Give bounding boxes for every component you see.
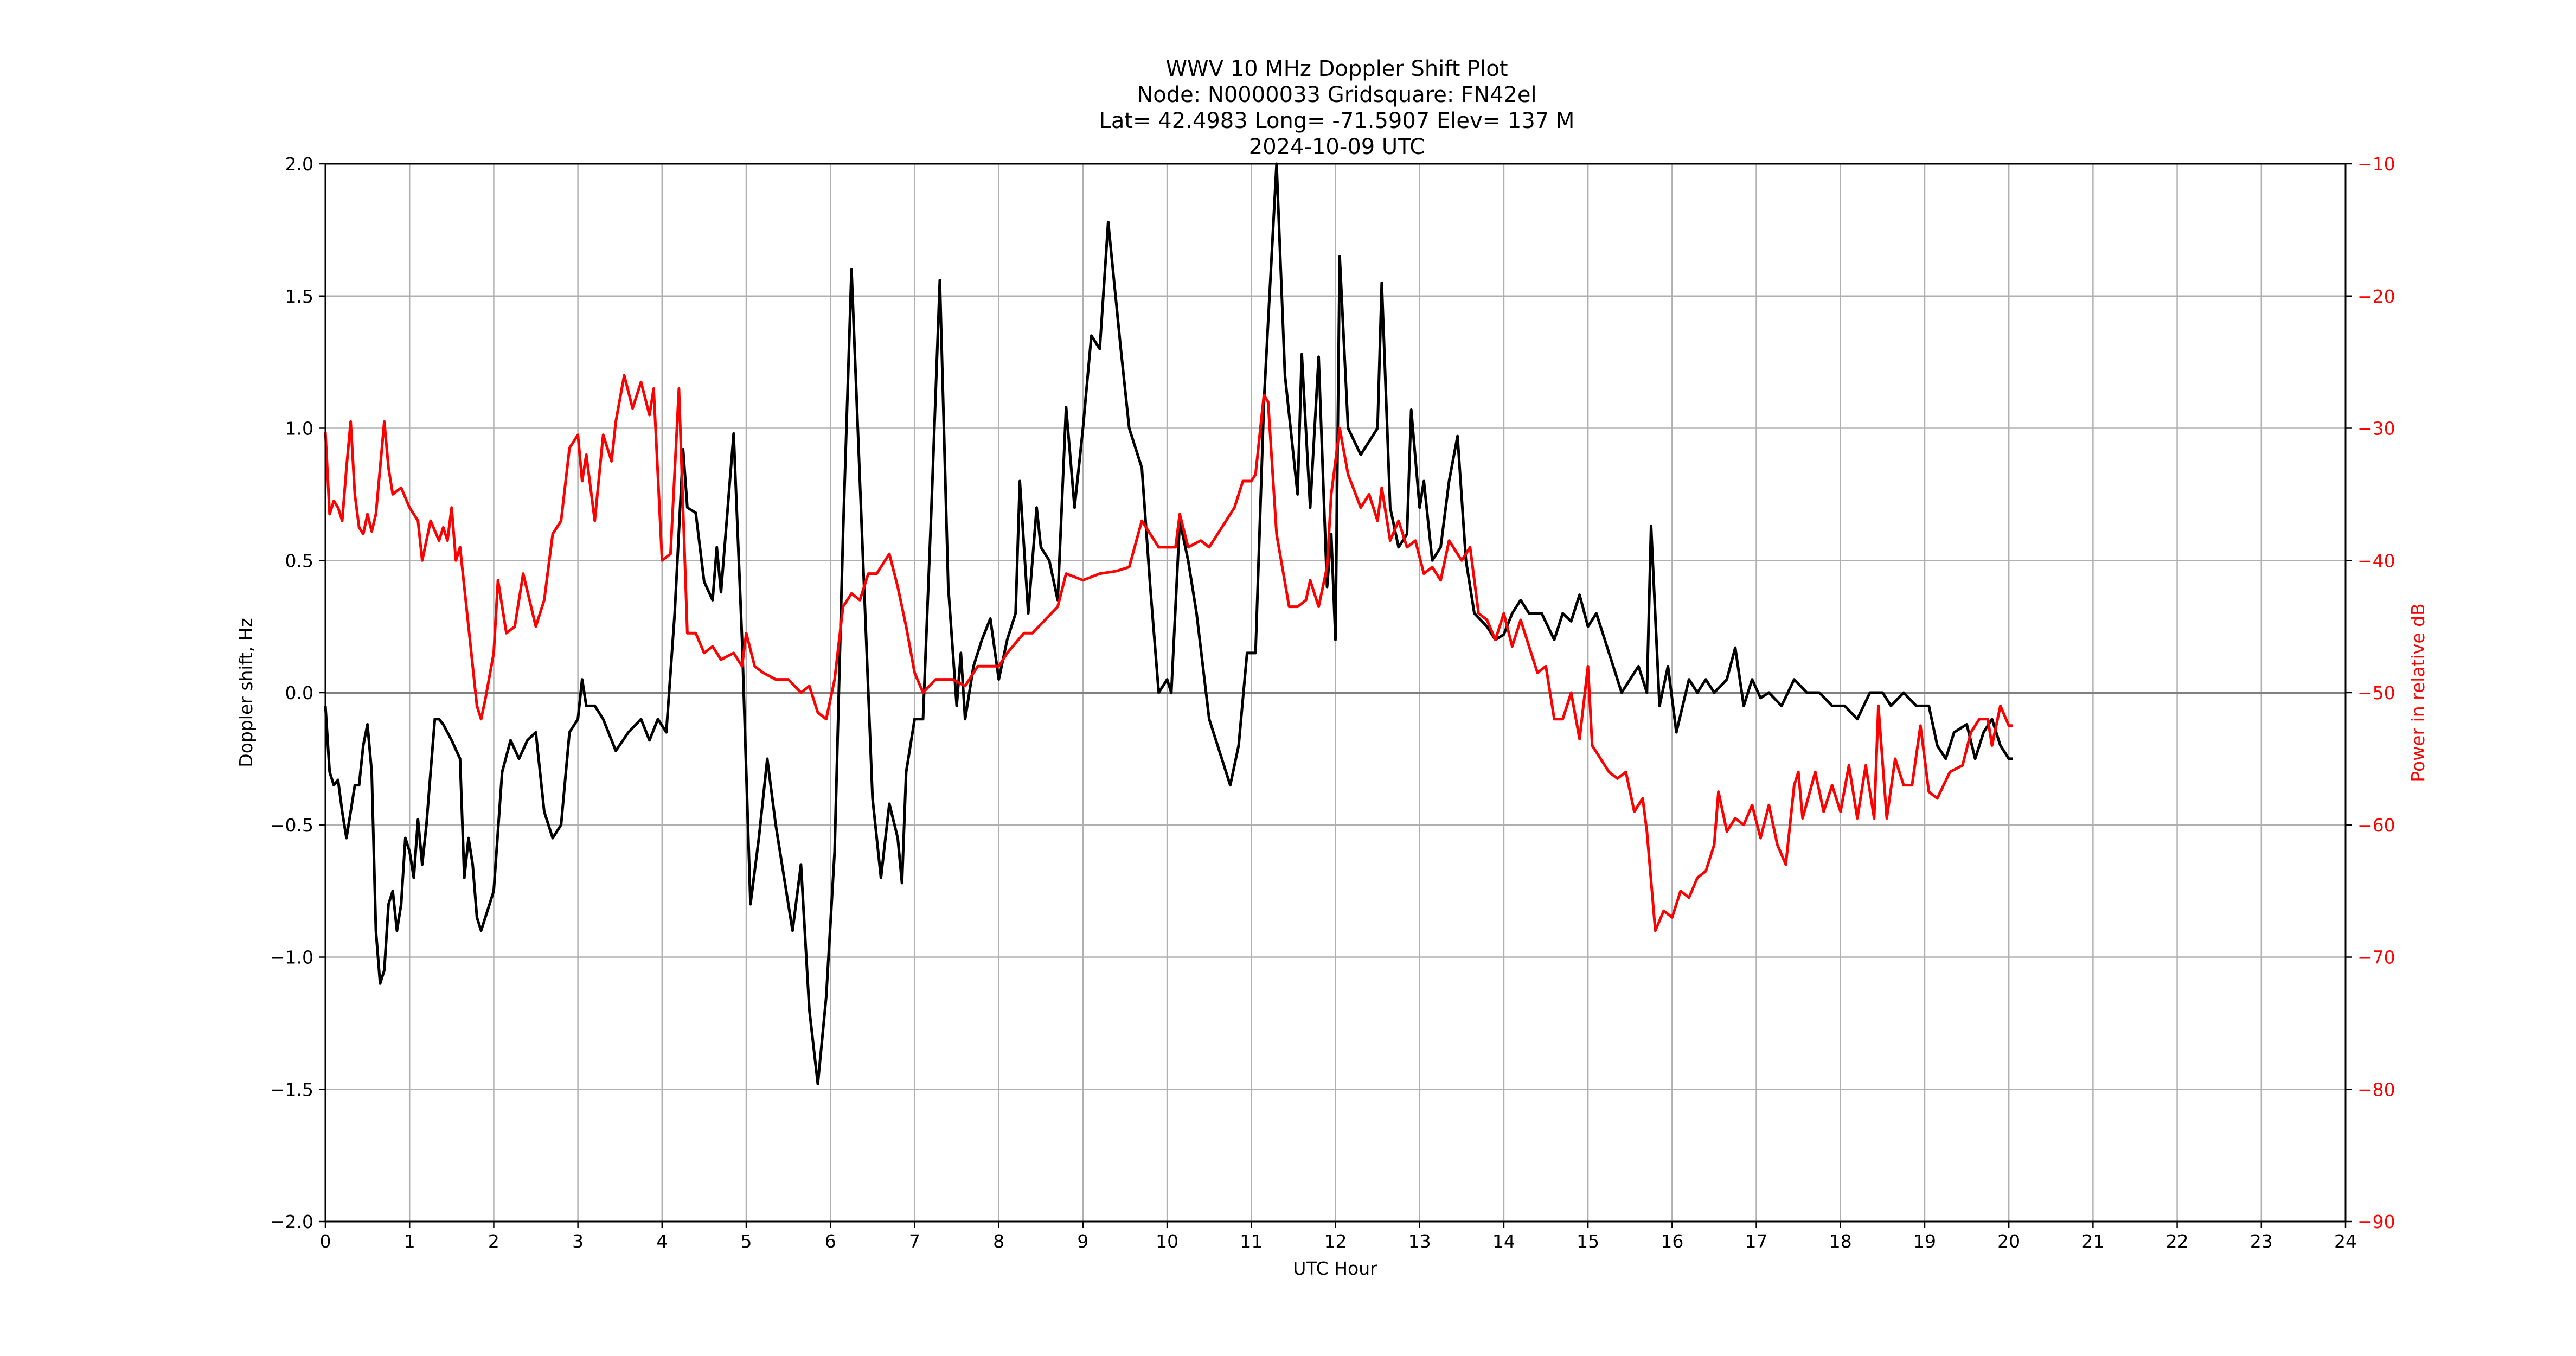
x-tick-label: 24 <box>2334 1231 2357 1252</box>
x-axis-label: UTC Hour <box>1293 1258 1377 1279</box>
x-tick-label: 7 <box>909 1231 920 1252</box>
x-tick-label: 14 <box>1492 1231 1515 1252</box>
x-tick-label: 0 <box>320 1231 331 1252</box>
right-y-tick-label: −10 <box>2357 153 2395 175</box>
grid-lines <box>324 163 2347 1223</box>
right-y-tick-label: −70 <box>2357 947 2395 968</box>
plot-series <box>324 162 2013 1085</box>
chart-title: WWV 10 MHz Doppler Shift Plot Node: N000… <box>1099 56 1575 159</box>
x-tick-label: 18 <box>1829 1231 1852 1252</box>
x-tick-label: 15 <box>1577 1231 1599 1252</box>
x-tick-label: 3 <box>572 1231 584 1252</box>
left-y-tick-label: 1.0 <box>285 418 313 439</box>
x-tick-label: 17 <box>1745 1231 1768 1252</box>
x-tick-label: 13 <box>1408 1231 1431 1252</box>
left-y-axis-label: Doppler shift, Hz <box>235 618 257 767</box>
x-tick-label: 4 <box>656 1231 668 1252</box>
x-tick-label: 11 <box>1240 1231 1263 1252</box>
right-y-axis-label: Power in relative dB <box>2407 603 2428 782</box>
x-tick-label: 8 <box>993 1231 1004 1252</box>
x-tick-label: 22 <box>2166 1231 2189 1252</box>
right-y-tick-label: −60 <box>2357 815 2395 836</box>
left-y-tick-label: −1.5 <box>270 1079 313 1100</box>
title-line-1: WWV 10 MHz Doppler Shift Plot <box>1165 56 1508 81</box>
left-y-tick-label: 1.5 <box>285 286 313 307</box>
x-tick-label: 21 <box>2081 1231 2104 1252</box>
right-y-axis-ticks: −90 −80 −70 −60 −50 −40 −30 −20 −10 <box>2346 153 2395 1232</box>
x-tick-label: 6 <box>825 1231 836 1252</box>
x-tick-label: 2 <box>488 1231 499 1252</box>
x-axis-ticks: 0 1 2 3 4 5 6 7 8 9 10 11 12 13 14 15 16 17 18 19 20 21 22 23 24 <box>320 1221 2357 1252</box>
title-line-3: Lat= 42.4983 Long= -71.5907 Elev= 137 M <box>1099 108 1575 133</box>
x-tick-label: 9 <box>1077 1231 1088 1252</box>
x-tick-label: 1 <box>404 1231 415 1252</box>
doppler-series-line <box>324 162 2013 1085</box>
x-tick-label: 20 <box>1997 1231 2020 1252</box>
left-y-tick-label: −1.0 <box>270 947 313 968</box>
title-line-2: Node: N0000033 Gridsquare: FN42el <box>1137 82 1536 107</box>
left-y-tick-label: 0.0 <box>285 682 313 703</box>
right-y-tick-label: −50 <box>2357 682 2395 703</box>
x-tick-label: 16 <box>1661 1231 1683 1252</box>
power-series-line <box>324 374 2013 932</box>
right-y-tick-label: −80 <box>2357 1079 2395 1100</box>
x-tick-label: 10 <box>1156 1231 1178 1252</box>
left-y-tick-label: −2.0 <box>270 1211 313 1232</box>
left-y-axis-ticks: −2.0 −1.5 −1.0 −0.5 0.0 0.5 1.0 1.5 2.0 <box>270 153 325 1232</box>
x-tick-label: 5 <box>741 1231 752 1252</box>
right-y-tick-label: −40 <box>2357 550 2395 571</box>
left-y-tick-label: 0.5 <box>285 550 313 571</box>
right-y-tick-label: −90 <box>2357 1211 2395 1232</box>
title-line-4: 2024-10-09 UTC <box>1249 135 1425 159</box>
left-y-tick-label: −0.5 <box>270 815 313 836</box>
left-y-tick-label: 2.0 <box>285 153 313 175</box>
right-y-tick-label: −20 <box>2357 286 2395 307</box>
x-tick-label: 19 <box>1913 1231 1936 1252</box>
x-tick-label: 12 <box>1324 1231 1347 1252</box>
x-tick-label: 23 <box>2250 1231 2273 1252</box>
right-y-tick-label: −30 <box>2357 418 2395 439</box>
